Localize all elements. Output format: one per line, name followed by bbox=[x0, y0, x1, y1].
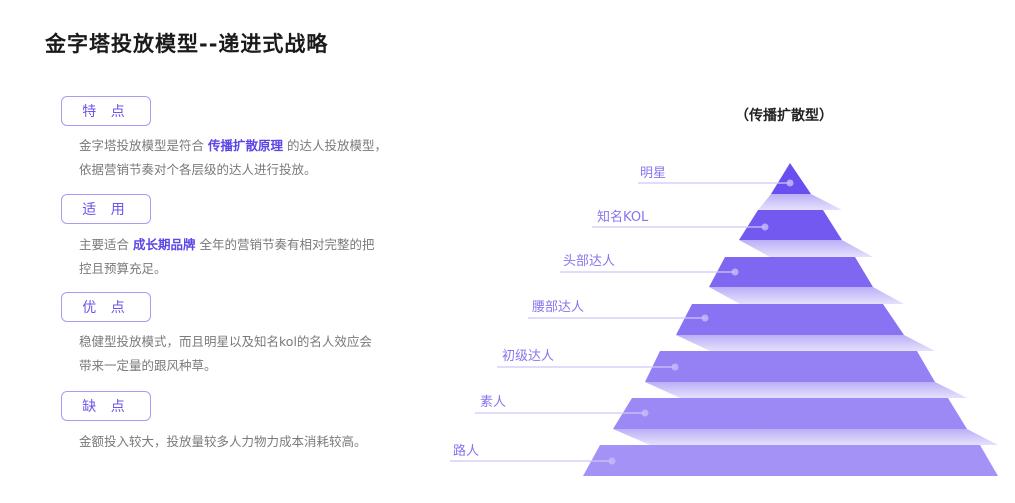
pyramid-level-4 bbox=[676, 304, 904, 335]
level-label-passerby: 路人 bbox=[453, 444, 480, 459]
tag-advantages: 优 点 bbox=[61, 292, 151, 322]
pyramid-level-2 bbox=[739, 210, 842, 240]
tag-disadvantages: 缺 点 bbox=[61, 391, 151, 421]
level-label-junior: 初级达人 bbox=[502, 349, 555, 364]
level-label-kol: 知名KOL bbox=[597, 210, 649, 225]
disadvantages-description: 金额投入较大，投放量较多人力物力成本消耗较高。 bbox=[79, 434, 367, 449]
tag-features: 特 点 bbox=[61, 96, 151, 126]
highlight-text: 传播扩散原理 bbox=[208, 138, 284, 153]
pyramid-subtitle: （传播扩散型） bbox=[735, 108, 833, 124]
features-description: 金字塔投放模型是符合 传播扩散原理 的达人投放模型， 依据营销节奏对个各层级的达人进… bbox=[79, 134, 469, 182]
text: 金字塔投放模型是符合 bbox=[79, 138, 205, 153]
level-label-star: 明星 bbox=[640, 166, 667, 181]
pyramid-level-5 bbox=[645, 351, 935, 382]
pyramid-level-6 bbox=[613, 398, 967, 429]
highlight-text: 成长期品牌 bbox=[133, 237, 196, 252]
text: 主要适合 bbox=[79, 237, 130, 252]
level-label-amateur: 素人 bbox=[480, 395, 507, 410]
pyramid-level-1 bbox=[771, 163, 811, 194]
pyramid-level-7 bbox=[583, 445, 998, 476]
level-label-mid: 腰部达人 bbox=[532, 300, 585, 315]
text: 控且预算充足。 bbox=[79, 261, 167, 276]
text: 稳健型投放模式，而且明星以及知名kol的名人效应会 bbox=[79, 334, 372, 349]
applicable-description: 主要适合 成长期品牌 全年的营销节奏有相对完整的把 控且预算充足。 bbox=[79, 233, 469, 281]
text: 带来一定量的跟风种草。 bbox=[79, 358, 217, 373]
text: 依据营销节奏对个各层级的达人进行投放。 bbox=[79, 162, 317, 177]
page-title: 金字塔投放模型--递进式战略 bbox=[45, 32, 329, 56]
text: 的达人投放模型， bbox=[287, 138, 388, 153]
text: 全年的营销节奏有相对完整的把 bbox=[199, 237, 375, 252]
tag-applicable: 适 用 bbox=[61, 194, 151, 224]
pyramid-level-3 bbox=[709, 257, 873, 287]
level-label-head: 头部达人 bbox=[563, 254, 616, 269]
advantages-description: 稳健型投放模式，而且明星以及知名kol的名人效应会 带来一定量的跟风种草。 bbox=[79, 330, 469, 378]
